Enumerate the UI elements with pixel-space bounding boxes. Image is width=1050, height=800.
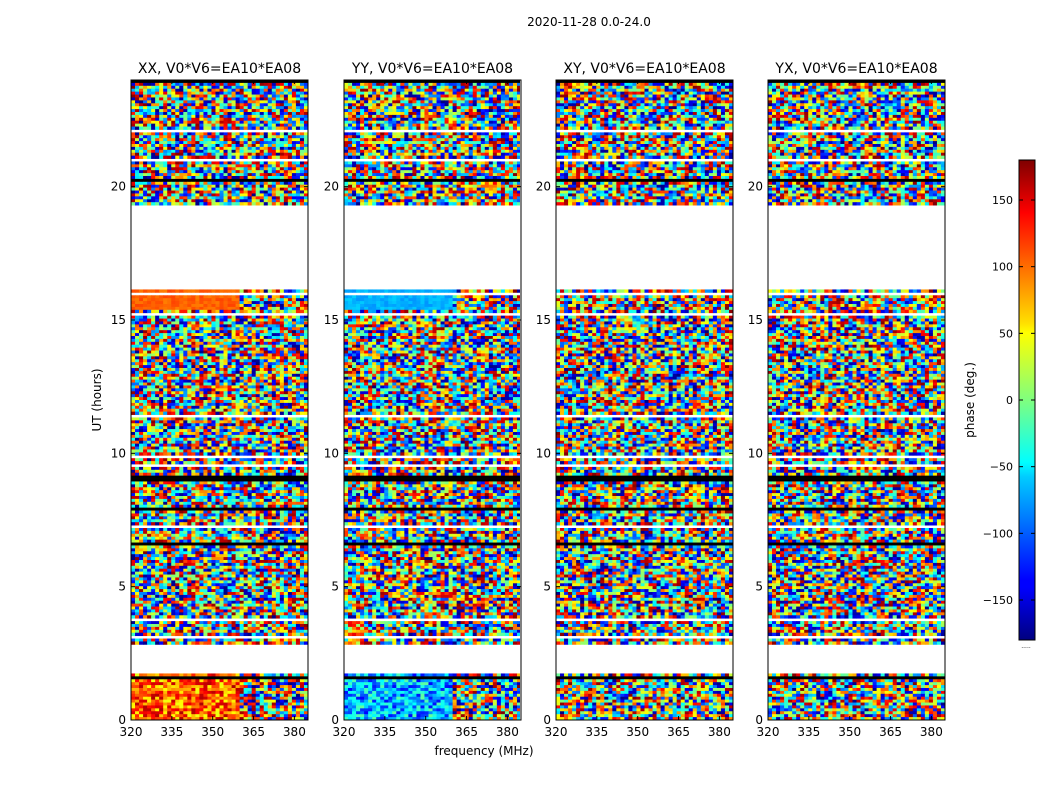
y-tick-label: 20 [748,180,763,194]
panel-title: XX, V0*V6=EA10*EA08 [138,61,301,77]
colorbar-tick-label: 100 [992,261,1013,274]
colorbar-footer: ..... [1021,643,1031,650]
panel-title: XY, V0*V6=EA10*EA08 [563,61,725,77]
colorbar-tick-label: −50 [990,461,1013,474]
y-tick-label: 0 [755,713,763,727]
x-tick-label: 320 [545,725,568,739]
heatmap-yy [344,80,520,720]
x-tick-label: 365 [242,725,265,739]
y-tick-label: 15 [111,313,126,327]
panel-frame [767,79,946,721]
x-tick-label: 335 [797,725,820,739]
y-tick-label: 15 [536,313,551,327]
y-tick-label: 10 [324,446,339,460]
colorbar-label: phase (deg.) [963,362,977,438]
y-tick-label: 20 [111,180,126,194]
panel-yy: YY, V0*V6=EA10*EA08 320 335 350 365 380 0 5 10 15… [324,61,522,739]
x-tick-label: 350 [201,725,224,739]
y-tick-label: 10 [748,446,763,460]
x-tick-label: 365 [667,725,690,739]
heatmap-yx [768,80,945,720]
x-tick-label: 380 [920,725,943,739]
colorbar-tick-label: 0 [1006,394,1013,407]
colorbar-tick-label: 50 [999,327,1013,340]
y-tick-label: 10 [536,446,551,460]
x-axis-label: frequency (MHz) [434,744,533,758]
x-tick-label: 320 [333,725,356,739]
x-tick-label: 380 [496,725,519,739]
figure-title: 2020-11-28 0.0-24.0 [527,15,651,29]
panel-yx: YX, V0*V6=EA10*EA08 320 335 350 365 380 0 5 10 15… [748,61,946,739]
heatmap-xx [131,80,308,720]
y-tick-label: 15 [748,313,763,327]
x-tick-label: 335 [160,725,183,739]
y-axis-label: UT (hours) [90,368,104,431]
x-tick-label: 335 [373,725,396,739]
y-tick-label: 5 [543,580,551,594]
colorbar-ticks: 150 100 50 0 −50 −100 −150 [983,194,1035,607]
colorbar: 150 100 50 0 −50 −100 −150 phase (deg.) ..... [963,159,1036,650]
colorbar-tick-label: 150 [992,194,1013,207]
colorbar-tick-label: −150 [983,594,1013,607]
y-tick-label: 20 [324,180,339,194]
heatmap-xy [556,80,733,720]
y-tick-label: 20 [536,180,551,194]
x-tick-label: 350 [838,725,861,739]
panel-title: YX, V0*V6=EA10*EA08 [774,61,937,77]
panel-title: YY, V0*V6=EA10*EA08 [351,61,513,77]
x-tick-label: 350 [414,725,437,739]
x-tick-label: 320 [120,725,143,739]
colorbar-tick-label: −100 [983,527,1013,540]
panel-frame [343,79,522,721]
x-tick-label: 365 [879,725,902,739]
y-tick-label: 0 [543,713,551,727]
panel-frame [555,79,734,721]
y-tick-label: 5 [118,580,126,594]
x-tick-label: 380 [708,725,731,739]
y-tick-label: 5 [331,580,339,594]
x-tick-label: 380 [283,725,306,739]
y-tick-label: 10 [111,446,126,460]
panels: XX, V0*V6=EA10*EA08 320 335 350 365 380 0 5 10 15… [111,61,946,739]
y-tick-label: 0 [331,713,339,727]
y-tick-label: 5 [755,580,763,594]
y-tick-label: 0 [118,713,126,727]
x-tick-label: 335 [585,725,608,739]
panel-xx: XX, V0*V6=EA10*EA08 320 335 350 365 380 0 5 10 15… [111,61,309,739]
x-tick-label: 350 [626,725,649,739]
panel-xy: XY, V0*V6=EA10*EA08 320 335 350 365 380 0 5 10 15… [536,61,734,739]
x-tick-label: 365 [455,725,478,739]
panel-frame [130,79,309,721]
y-tick-label: 15 [324,313,339,327]
x-tick-label: 320 [757,725,780,739]
